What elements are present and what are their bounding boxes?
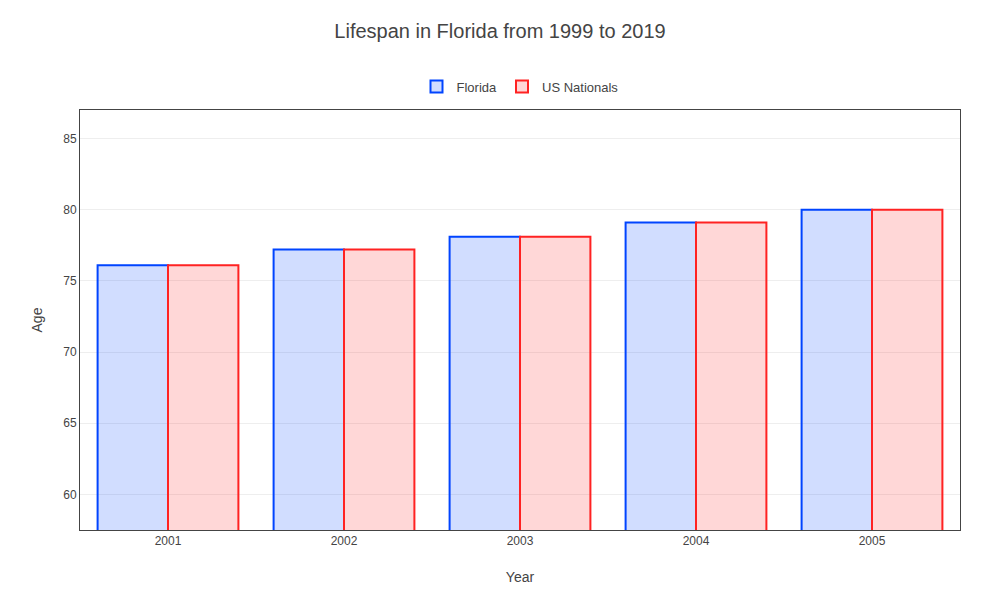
svg-text:2005: 2005 — [859, 534, 886, 548]
svg-text:80: 80 — [63, 203, 77, 217]
svg-text:2004: 2004 — [683, 534, 710, 548]
svg-text:Lifespan in Florida from 1999: Lifespan in Florida from 1999 to 2019 — [334, 20, 665, 42]
svg-text:2001: 2001 — [155, 534, 182, 548]
svg-text:Year: Year — [506, 569, 535, 585]
svg-text:60: 60 — [63, 488, 77, 502]
svg-text:65: 65 — [63, 416, 77, 430]
svg-text:75: 75 — [63, 274, 77, 288]
svg-text:Florida: Florida — [457, 80, 498, 95]
svg-text:85: 85 — [63, 132, 77, 146]
svg-text:2003: 2003 — [507, 534, 534, 548]
svg-text:2002: 2002 — [331, 534, 358, 548]
svg-text:US Nationals: US Nationals — [542, 80, 618, 95]
svg-text:Age: Age — [29, 307, 45, 332]
svg-text:70: 70 — [63, 345, 77, 359]
